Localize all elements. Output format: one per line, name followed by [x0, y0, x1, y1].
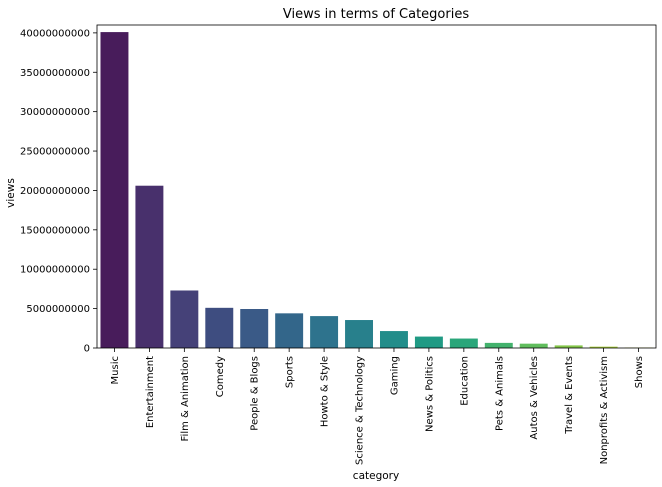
- x-tick-label-people-and-blogs: People & Blogs: [250, 356, 261, 431]
- bar-people-and-blogs: [240, 309, 269, 348]
- x-tick-label-education: Education: [459, 356, 470, 406]
- y-tick-label: 20000000000: [20, 186, 90, 197]
- x-axis-label: category: [353, 470, 399, 482]
- y-tick-label: 10000000000: [20, 265, 90, 276]
- x-tick-label-pets-and-animals: Pets & Animals: [494, 356, 505, 431]
- x-tick-label-nonprofits-and-activism: Nonprofits & Activism: [599, 356, 610, 464]
- bars-group: [100, 32, 653, 349]
- bar-music: [100, 32, 129, 349]
- y-tick-label: 40000000000: [20, 28, 90, 39]
- y-tick-label: 5000000000: [26, 304, 90, 315]
- bar-sports: [275, 313, 304, 348]
- x-tick-label-howto-and-style: Howto & Style: [320, 356, 331, 427]
- bar-film-and-animation: [170, 290, 199, 348]
- x-tick-label-sports: Sports: [285, 356, 296, 388]
- y-tick-label: 35000000000: [20, 68, 90, 79]
- x-tick-label-shows: Shows: [634, 356, 645, 388]
- bar-entertainment: [135, 185, 164, 348]
- plot-frame: [96, 24, 657, 349]
- y-tick-label: 0: [84, 344, 90, 355]
- x-tick-label-gaming: Gaming: [389, 356, 400, 395]
- bar-gaming: [379, 331, 408, 348]
- x-tick-label-comedy: Comedy: [215, 356, 226, 397]
- y-tick-label: 25000000000: [20, 147, 90, 158]
- y-axis-label: views: [5, 178, 17, 208]
- bar-comedy: [205, 307, 234, 348]
- x-tick-label-news-and-politics: News & Politics: [424, 356, 435, 432]
- bar-education: [449, 338, 478, 348]
- x-tick-label-entertainment: Entertainment: [145, 356, 156, 428]
- bar-nonprofits-and-activism: [589, 346, 618, 348]
- bar-autos-and-vehicles: [519, 343, 548, 348]
- bar-howto-and-style: [310, 316, 339, 348]
- x-tick-label-science-and-technology: Science & Technology: [355, 356, 366, 465]
- x-axis: Music Entertainment Film & Animation Comedy…: [110, 348, 645, 465]
- x-tick-label-film-and-animation: Film & Animation: [180, 356, 191, 441]
- x-tick-label-autos-and-vehicles: Autos & Vehicles: [529, 356, 540, 440]
- bar-travel-and-events: [554, 345, 583, 348]
- y-tick-label: 30000000000: [20, 107, 90, 118]
- y-tick-label: 15000000000: [20, 225, 90, 236]
- chart-title: Views in terms of Categories: [283, 7, 469, 22]
- x-tick-label-travel-and-events: Travel & Events: [564, 356, 575, 435]
- bar-pets-and-animals: [484, 342, 513, 348]
- bar-news-and-politics: [414, 336, 443, 348]
- y-axis: 0 5000000000 10000000000 15000000000 2000000…: [20, 28, 97, 355]
- bar-science-and-technology: [345, 320, 374, 348]
- x-tick-label-music: Music: [110, 356, 121, 384]
